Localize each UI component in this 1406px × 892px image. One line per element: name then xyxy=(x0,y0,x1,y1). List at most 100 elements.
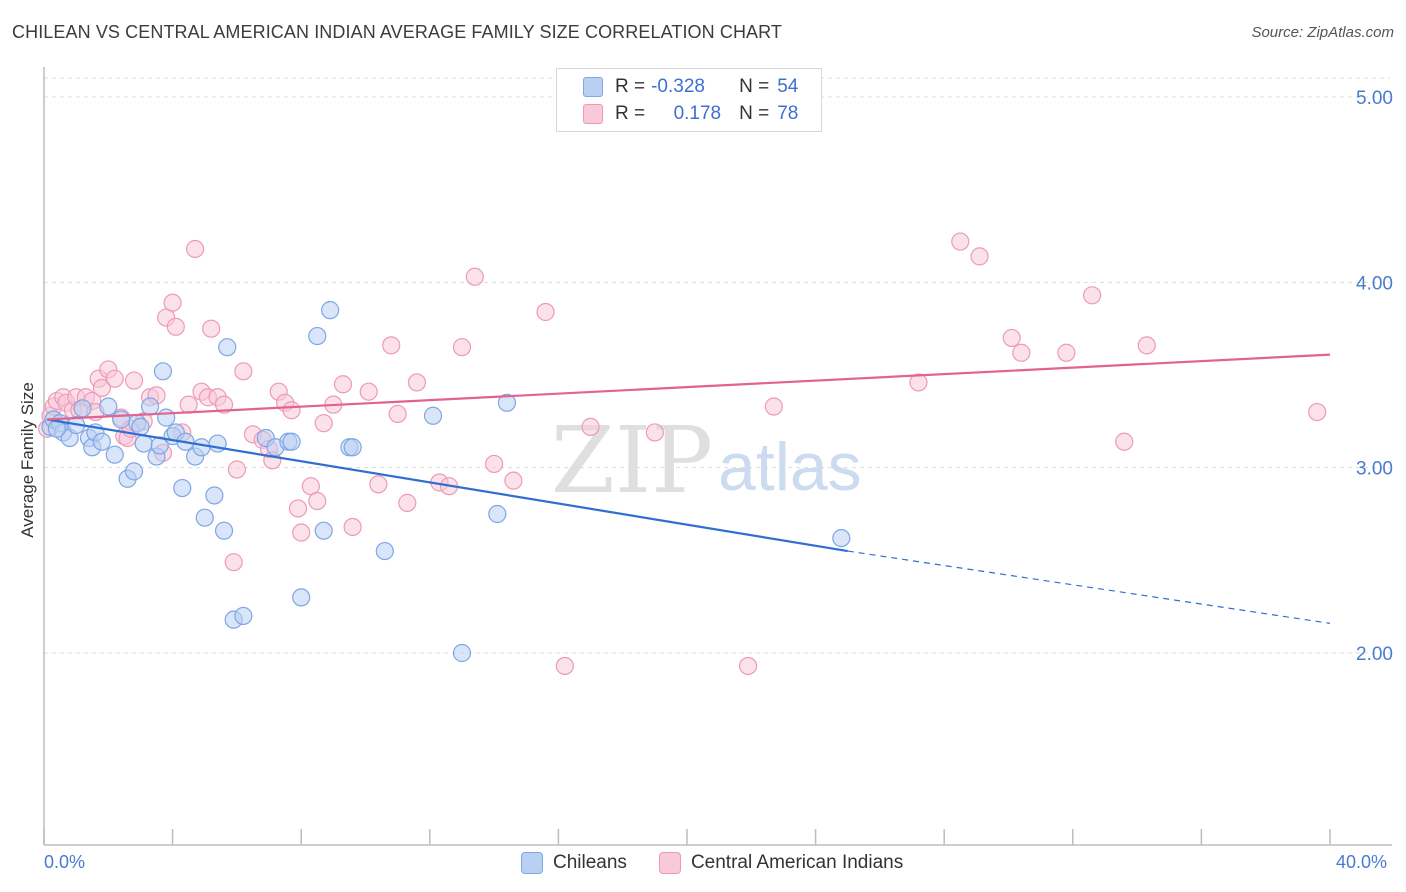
cai-point xyxy=(166,317,185,336)
legend-label-central-american-indians: Central American Indians xyxy=(690,852,904,873)
source-label: Source: ZipAtlas.com xyxy=(1251,24,1394,41)
cai-point xyxy=(282,401,301,420)
cai-swatch xyxy=(583,104,603,124)
cai-point xyxy=(163,293,182,312)
chileans-point xyxy=(192,438,211,457)
chileans-point xyxy=(234,606,253,626)
legend-row-chileans: R = -0.328 N = 54 xyxy=(583,75,798,99)
cai-point xyxy=(359,382,378,401)
chileans-point xyxy=(452,643,472,663)
cai-point xyxy=(398,493,417,512)
n-label: N = xyxy=(739,76,770,97)
cai-point xyxy=(1115,432,1134,451)
cai-point xyxy=(224,553,243,572)
trend-lines xyxy=(47,353,1331,624)
chileans-point xyxy=(314,521,333,540)
chileans-point xyxy=(488,504,507,524)
y-tick-label: 2.00 xyxy=(1356,644,1393,665)
n-value: 78 xyxy=(777,103,799,124)
chileans-point xyxy=(218,338,237,357)
cai-point xyxy=(1002,328,1021,348)
cai-point xyxy=(382,336,401,355)
cai-point xyxy=(738,656,758,676)
chileans-point xyxy=(134,434,153,453)
n-value: 54 xyxy=(777,76,799,97)
x-tick-label-max: 40.0% xyxy=(1336,852,1388,872)
chileans-point xyxy=(195,508,214,527)
y-axis-label: Average Family Size xyxy=(18,382,37,538)
cai-point xyxy=(951,232,970,251)
cai-point xyxy=(485,454,504,474)
chileans-point xyxy=(153,362,173,381)
chileans-point xyxy=(140,397,160,416)
watermark-atlas: atlas xyxy=(718,429,862,505)
chileans-trend-extension xyxy=(847,550,1331,624)
cai-point xyxy=(764,397,783,416)
chart-title: CHILEAN VS CENTRAL AMERICAN INDIAN AVERA… xyxy=(12,22,783,42)
cai-point xyxy=(504,471,523,490)
cai-point xyxy=(1082,286,1102,305)
chileans-point xyxy=(173,478,192,498)
chileans-point xyxy=(292,588,311,607)
legend-item-chileans[interactable]: Chileans xyxy=(521,852,627,874)
cai-point xyxy=(369,475,388,494)
chileans-point xyxy=(112,410,131,429)
cai-point xyxy=(452,338,472,357)
chileans-point xyxy=(497,393,517,412)
cai-point xyxy=(105,369,124,388)
cai-point xyxy=(1137,336,1156,355)
cai-point xyxy=(202,319,221,338)
chileans-point xyxy=(375,541,394,561)
chileans-trend-line xyxy=(47,418,848,553)
cai-point xyxy=(970,247,989,266)
chileans-point xyxy=(214,521,234,540)
series-central-american-indians xyxy=(38,232,1327,676)
chileans-point xyxy=(832,528,851,548)
r-value: -0.328 xyxy=(651,76,705,97)
axes xyxy=(43,67,1392,846)
y-tick-label: 3.00 xyxy=(1356,459,1393,480)
cai-point xyxy=(1308,402,1327,422)
watermark: ZIP atlas xyxy=(551,407,862,514)
chileans-point xyxy=(157,408,176,427)
cai-point xyxy=(343,517,362,537)
cai-trend-line xyxy=(47,353,1331,421)
cai-point xyxy=(124,371,144,390)
n-label: N = xyxy=(739,103,770,124)
cai-point xyxy=(536,302,555,322)
cai-point xyxy=(555,656,574,676)
legend-row-central-american-indians: R = 0.178 N = 78 xyxy=(583,102,798,126)
cai-point xyxy=(645,423,664,442)
cai-point xyxy=(909,373,928,392)
r-label: R = xyxy=(615,76,646,97)
r-label: R = xyxy=(615,103,646,124)
r-value: 0.178 xyxy=(673,103,722,124)
cai-point xyxy=(1012,343,1031,362)
chileans-point xyxy=(99,397,118,416)
cai-point xyxy=(308,491,327,511)
cai-legend-swatch xyxy=(658,852,681,874)
chileans-point xyxy=(92,432,111,451)
cai-point xyxy=(227,460,246,479)
cai-point xyxy=(388,404,407,424)
y-tick-label: 5.00 xyxy=(1356,88,1393,109)
chileans-point xyxy=(308,326,327,346)
cai-point xyxy=(292,523,311,542)
chileans-legend-swatch xyxy=(521,852,543,874)
legend-item-central-american-indians[interactable]: Central American Indians xyxy=(658,852,904,874)
cai-point xyxy=(179,395,198,414)
cai-point xyxy=(407,373,427,392)
cai-point xyxy=(314,414,333,433)
y-tick-labels: 2.00 3.00 4.00 5.00 xyxy=(1356,88,1393,665)
chileans-point xyxy=(105,445,124,464)
cai-point xyxy=(92,378,111,398)
cai-point xyxy=(1057,343,1076,362)
y-tick-label: 4.00 xyxy=(1356,273,1393,294)
cai-point xyxy=(288,499,308,518)
chileans-point xyxy=(73,399,92,418)
chileans-point xyxy=(321,301,340,320)
cai-point xyxy=(333,375,353,394)
x-tick-label-min: 0.0% xyxy=(44,852,86,872)
cai-point xyxy=(214,395,234,414)
